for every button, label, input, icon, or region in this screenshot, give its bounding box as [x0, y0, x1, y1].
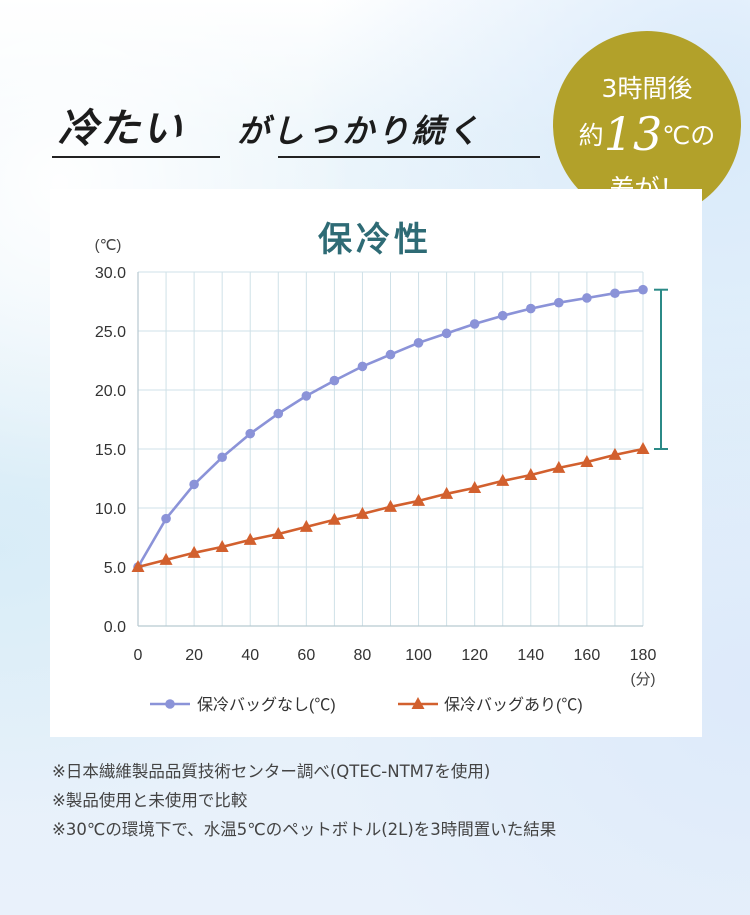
- data-point-triangle: [159, 552, 173, 565]
- data-point-circle: [413, 338, 424, 348]
- data-point-triangle: [636, 442, 650, 454]
- data-point-circle: [610, 288, 620, 299]
- data-point-triangle: [412, 493, 426, 506]
- data-point-circle: [357, 361, 368, 372]
- data-point-triangle: [608, 447, 622, 460]
- data-point-triangle: [271, 526, 285, 539]
- data-point-circle: [497, 310, 508, 321]
- x-axis-label: (分): [631, 671, 656, 688]
- x-tick-label: 80: [354, 647, 372, 664]
- data-point-triangle: [131, 560, 145, 572]
- legend-label-2: 保冷バッグあり(℃): [444, 696, 583, 714]
- legend-marker-circle: [165, 699, 175, 709]
- y-tick-label: 20.0: [95, 383, 126, 400]
- x-tick-label: 60: [297, 647, 315, 664]
- data-point-circle: [638, 284, 648, 295]
- x-tick-label: 0: [134, 647, 143, 664]
- chart-title: 保冷性: [318, 220, 432, 260]
- x-tick-label: 120: [461, 647, 488, 664]
- data-point-circle: [469, 319, 480, 329]
- y-axis-label: (℃): [95, 237, 122, 254]
- headline: 冷たい がしっかり続く: [52, 92, 552, 162]
- legend-label-1: 保冷バッグなし(℃): [197, 696, 336, 714]
- badge-number: 13: [603, 107, 663, 161]
- data-point-circle: [525, 303, 536, 314]
- headline-rest: がしっかり続く: [237, 112, 483, 150]
- badge-line-1: 3時間後: [601, 74, 693, 103]
- x-tick-label: 140: [517, 647, 544, 664]
- badge-line-2: 約13℃の: [553, 107, 741, 161]
- data-point-circle: [301, 391, 312, 401]
- data-point-triangle: [440, 486, 454, 499]
- x-tick-label: 20: [185, 647, 203, 664]
- data-point-triangle: [580, 454, 594, 467]
- data-point-circle: [582, 293, 592, 303]
- footnote: ※製品使用と未使用で比較: [52, 791, 248, 810]
- headline-underline-2: [278, 156, 540, 158]
- headline-underline-1: [52, 156, 220, 158]
- data-point-triangle: [355, 506, 369, 519]
- x-tick-label: 160: [574, 647, 601, 664]
- data-point-triangle: [384, 499, 397, 512]
- data-point-triangle: [187, 545, 201, 558]
- data-point-triangle: [496, 473, 510, 486]
- x-tick-label: 40: [241, 647, 259, 664]
- y-tick-label: 30.0: [95, 265, 126, 282]
- data-point-circle: [161, 513, 171, 524]
- data-point-circle: [554, 297, 564, 308]
- data-point-triangle: [524, 467, 538, 480]
- y-tick-label: 10.0: [95, 501, 126, 518]
- data-point-triangle: [468, 480, 482, 493]
- y-tick-label: 0.0: [104, 619, 126, 636]
- badge-prefix: 約: [578, 121, 604, 150]
- chart-panel: [50, 189, 702, 737]
- footnote: ※日本繊維製品品質技術センター調べ(QTEC-NTM7を使用): [52, 762, 491, 781]
- footnote: ※30℃の環境下で、水温5℃のペットボトル(2L)を3時間置いた結果: [52, 820, 557, 839]
- data-point-triangle: [215, 539, 229, 552]
- data-point-circle: [217, 452, 227, 463]
- data-point-triangle: [327, 512, 341, 525]
- headline-emphasis: 冷たい: [58, 106, 184, 152]
- x-tick-label: 100: [405, 647, 432, 664]
- y-tick-label: 25.0: [95, 324, 126, 341]
- x-tick-label: 180: [630, 647, 657, 664]
- data-point-circle: [329, 375, 340, 386]
- data-point-circle: [385, 349, 396, 360]
- badge-unit: ℃の: [662, 121, 716, 150]
- y-tick-label: 15.0: [95, 442, 126, 459]
- data-point-circle: [441, 328, 452, 339]
- y-tick-label: 5.0: [104, 560, 126, 577]
- data-point-circle: [189, 479, 199, 490]
- data-point-circle: [273, 408, 284, 419]
- data-point-triangle: [552, 460, 566, 473]
- data-point-circle: [245, 428, 256, 439]
- data-point-triangle: [299, 519, 313, 532]
- footnotes: ※日本繊維製品品質技術センター調べ(QTEC-NTM7を使用) ※製品使用と未使…: [52, 757, 556, 844]
- data-point-triangle: [243, 532, 257, 545]
- legend-marker-triangle: [411, 697, 425, 709]
